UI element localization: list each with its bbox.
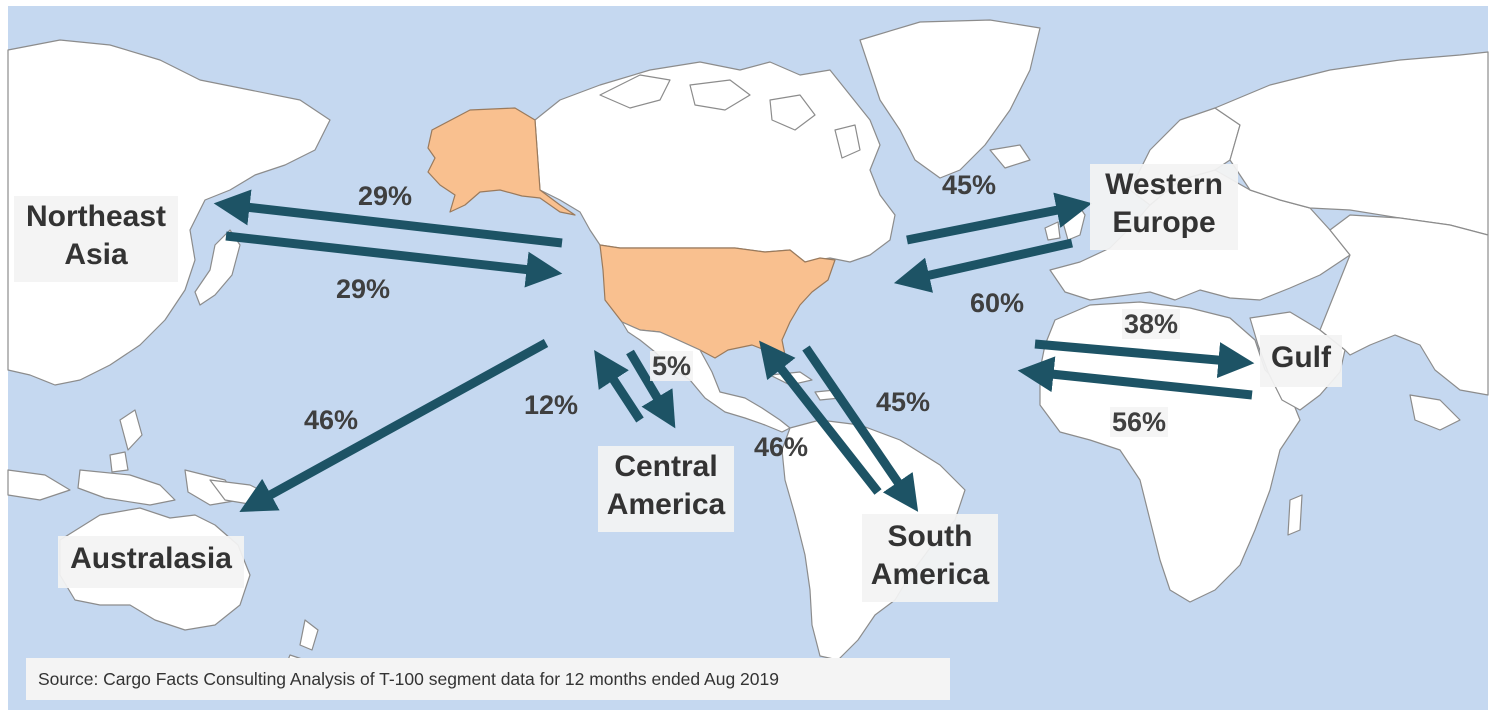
arrow-gulf-to-us — [1017, 356, 1253, 400]
philippines — [109, 409, 143, 473]
region-label-western-europe: Western Europe — [1090, 164, 1238, 250]
region-label-south-america: South America — [862, 514, 998, 602]
east-asia-right — [1409, 394, 1461, 431]
madagascar — [1287, 494, 1303, 536]
flow-label-south-america-inbound: 46% — [754, 432, 809, 462]
greenland — [859, 19, 1041, 179]
arrow-us-to-ne-asia — [213, 189, 563, 248]
arrow-w-europe-to-us — [893, 238, 1073, 293]
arrow-central-america-to-us — [594, 349, 644, 423]
region-label-australasia: Australasia — [58, 536, 244, 588]
flow-label-w-europe-inbound: 60% — [970, 288, 1025, 318]
region-label-northeast-asia: Northeast Asia — [14, 196, 178, 282]
arrow-south-america-to-us — [759, 340, 882, 495]
iceland — [989, 144, 1031, 169]
flow-label-australasia-outbound: 46% — [304, 405, 359, 435]
flow-label-ne-asia-inbound: 29% — [336, 274, 391, 304]
flow-label-central-america-outbound: 5% — [650, 351, 694, 381]
arrow-us-to-w-europe — [906, 192, 1093, 245]
flow-arrows — [213, 189, 1255, 512]
canada-islands — [599, 74, 861, 159]
region-label-gulf: Gulf — [1260, 335, 1342, 387]
indonesia — [7, 469, 241, 506]
flow-label-ne-asia-outbound: 29% — [358, 181, 413, 211]
source-note: Source: Cargo Facts Consulting Analysis … — [26, 658, 950, 700]
arrow-ne-asia-to-us — [225, 231, 563, 288]
arrow-us-to-south-america — [802, 345, 919, 512]
region-label-central-america: Central America — [598, 446, 734, 532]
alaska — [427, 107, 576, 216]
arrow-us-to-gulf — [1034, 339, 1255, 379]
flow-label-gulf-inbound: 56% — [1110, 407, 1169, 437]
flow-label-south-america-outbound: 45% — [876, 387, 931, 417]
flow-label-gulf-outbound: 38% — [1122, 309, 1181, 339]
flow-label-w-europe-outbound: 45% — [942, 170, 997, 200]
flow-label-central-america-inbound: 12% — [524, 390, 579, 420]
arrow-us-to-australasia — [239, 339, 549, 512]
arrow-us-to-central-america — [626, 349, 676, 429]
